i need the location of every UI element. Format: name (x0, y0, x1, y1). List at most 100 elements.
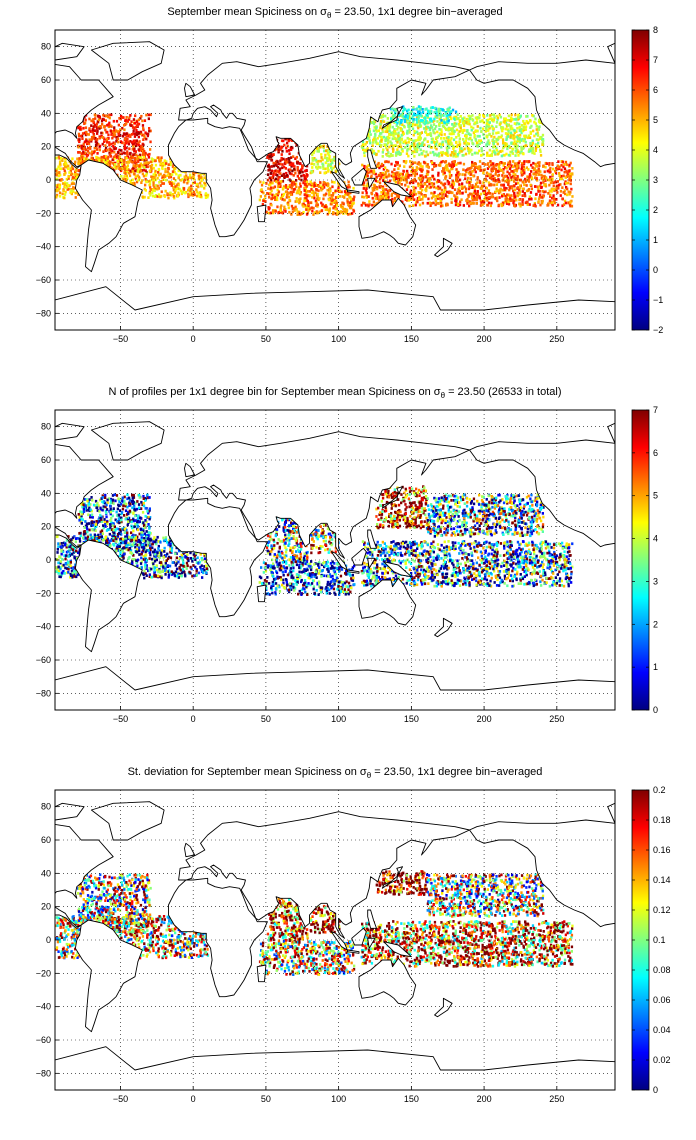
colorbar-tick-label: 2 (653, 619, 658, 629)
title-text-rest: = 23.50, 1x1 degree bin−averaged (331, 6, 503, 18)
x-tick-label: 100 (331, 714, 346, 724)
colorbar-tick-label: 0.16 (653, 845, 671, 855)
x-tick-label: 100 (331, 334, 346, 344)
region-5 (375, 870, 428, 896)
data-bins (55, 485, 574, 596)
x-tick-label: 0 (191, 714, 196, 724)
y-tick-label: 80 (41, 802, 51, 812)
y-tick-label: −60 (36, 655, 51, 665)
colorbar-tick-label: 0 (653, 265, 658, 275)
colorbar: 7 6 5 4 3 2 1 0 (631, 405, 658, 715)
y-tick-label: −80 (36, 688, 51, 698)
colorbar-tick-label: 1 (653, 662, 658, 672)
colorbar-tick-label: 3 (653, 576, 658, 586)
y-tick-label: 20 (41, 522, 51, 532)
colorbar-tick-label: 7 (653, 55, 658, 65)
y-tick-label: −60 (36, 1035, 51, 1045)
y-tick-label: 60 (41, 455, 51, 465)
colorbar-tick-label: 2 (653, 205, 658, 215)
grid-lines (55, 30, 615, 330)
y-tick-label: −20 (36, 968, 51, 978)
y-tick-label: 40 (41, 108, 51, 118)
region-6 (425, 493, 545, 538)
colorbar-tick-label: 3 (653, 175, 658, 185)
colorbar: 0.2 0.18 0.16 0.14 0.12 0.1 0.08 0.06 0.04 0.02 0 (631, 785, 671, 1095)
y-tick-label: −20 (36, 588, 51, 598)
colorbar: 8 7 6 5 4 3 2 1 0 −1 −2 (631, 25, 663, 335)
map-chart: −50 0 50 100 150 200 250806040200−20−40−60−807… (36, 405, 658, 724)
x-tick-label: −50 (113, 1094, 128, 1104)
x-tick-label: 200 (477, 334, 492, 344)
panel-title: N of profiles per 1x1 degree bin for Sep… (55, 386, 615, 408)
y-tick-label: −80 (36, 308, 51, 318)
colorbar-tick-label: 0.04 (653, 1025, 671, 1035)
panel-std-deviation: St. deviation for September mean Spicine… (0, 760, 696, 1140)
y-tick-label: −40 (36, 242, 51, 252)
colorbar-tick-label: 6 (653, 448, 658, 458)
title-text: September mean Spiciness on σ (167, 6, 327, 18)
x-tick-label: 50 (261, 334, 271, 344)
y-tick-label: 40 (41, 488, 51, 498)
region-7 (360, 920, 574, 968)
y-tick-label: −80 (36, 1068, 51, 1078)
title-text-rest: = 23.50 (26533 in total) (445, 386, 562, 398)
x-tick-label: 250 (549, 1094, 564, 1104)
x-tick-label: 200 (477, 1094, 492, 1104)
y-tick-label: −20 (36, 208, 51, 218)
x-tick-label: 150 (404, 334, 419, 344)
colorbar-tick-label: 0 (653, 705, 658, 715)
region-4 (258, 180, 356, 216)
grid-lines (55, 790, 615, 1090)
x-tick-label: −50 (113, 334, 128, 344)
y-tick-label: 60 (41, 75, 51, 85)
coastlines (55, 41, 615, 330)
title-text: N of profiles per 1x1 degree bin for Sep… (108, 386, 441, 398)
y-tick-label: 60 (41, 835, 51, 845)
colorbar-tick-label: −2 (653, 325, 663, 335)
coastlines (55, 421, 615, 710)
colorbar-tick-label: 6 (653, 85, 658, 95)
y-tick-label: 0 (46, 555, 51, 565)
grid-lines (55, 410, 615, 710)
colorbar-tick-label: 5 (653, 491, 658, 501)
colorbar-tick-label: −1 (653, 295, 663, 305)
colorbar-tick-label: 0.06 (653, 995, 671, 1005)
y-tick-label: 20 (41, 902, 51, 912)
colorbar-tick-label: 5 (653, 115, 658, 125)
region-6 (425, 873, 545, 918)
panel-title: St. deviation for September mean Spicine… (55, 766, 615, 788)
region-4 (258, 940, 356, 976)
colorbar-tick-label: 0.2 (653, 785, 666, 795)
panel-mean-spiciness: September mean Spiciness on σθ = 23.50, … (0, 0, 696, 380)
colorbar-tick-label: 7 (653, 405, 658, 415)
region-6 (360, 160, 574, 208)
y-tick-label: 80 (41, 42, 51, 52)
y-tick-label: 0 (46, 935, 51, 945)
x-tick-label: 0 (191, 334, 196, 344)
panel-profile-counts: N of profiles per 1x1 degree bin for Sep… (0, 380, 696, 760)
x-tick-label: 250 (549, 714, 564, 724)
x-tick-label: 50 (261, 1094, 271, 1104)
y-tick-label: −40 (36, 1002, 51, 1012)
map-chart: −50 0 50 100 150 200 250806040200−20−40−60−800… (36, 785, 671, 1104)
colorbar-tick-label: 4 (653, 145, 658, 155)
region-0 (76, 113, 152, 175)
colorbar-tick-label: 0.02 (653, 1055, 671, 1065)
coastlines (55, 801, 615, 1090)
map-chart: −50 0 50 100 150 200 250806040200−20−40−60−808… (36, 25, 664, 344)
x-tick-label: −50 (113, 714, 128, 724)
panel-title: September mean Spiciness on σθ = 23.50, … (55, 6, 615, 28)
colorbar-tick-label: 0.18 (653, 815, 671, 825)
colorbar-tick-label: 0.08 (653, 965, 671, 975)
colorbar-tick-label: 8 (653, 25, 658, 35)
colorbar-tick-label: 0.1 (653, 935, 666, 945)
y-tick-label: 0 (46, 175, 51, 185)
y-tick-label: 80 (41, 422, 51, 432)
x-tick-label: 250 (549, 334, 564, 344)
y-tick-label: −40 (36, 622, 51, 632)
y-tick-label: −60 (36, 275, 51, 285)
x-tick-label: 0 (191, 1094, 196, 1104)
x-tick-label: 50 (261, 714, 271, 724)
